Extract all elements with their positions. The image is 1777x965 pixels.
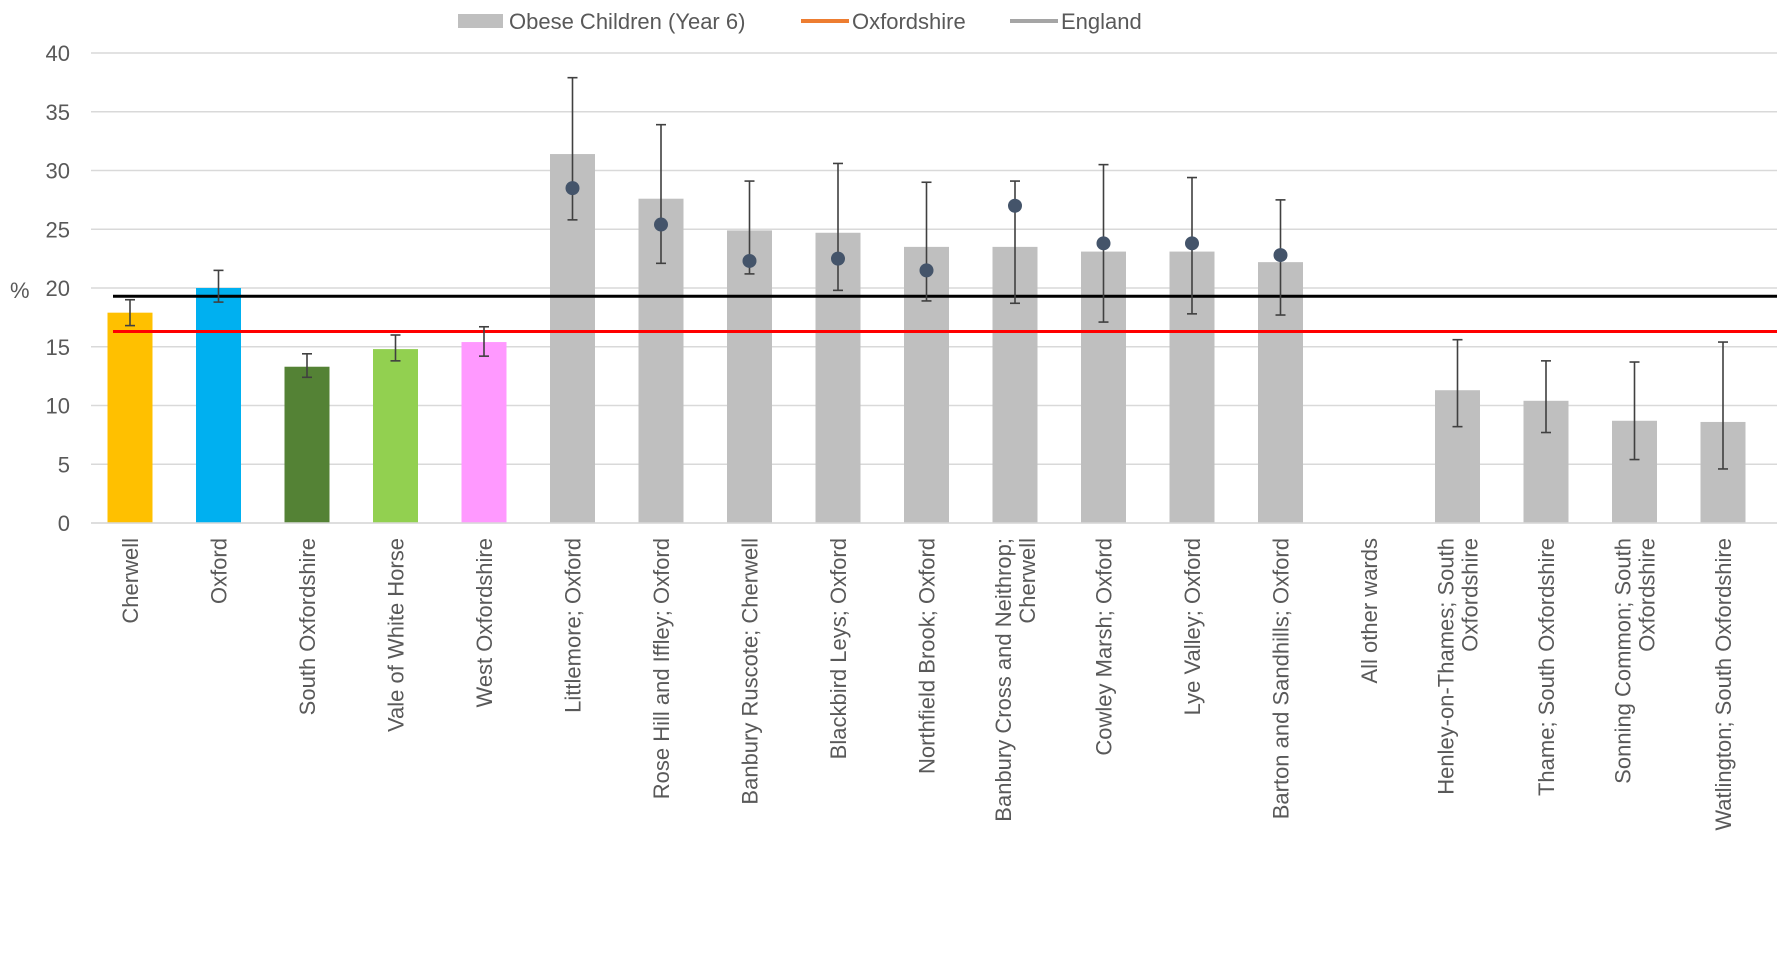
marker-point — [565, 181, 580, 196]
y-tick-label: 10 — [46, 394, 70, 419]
x-tick-label: Rose Hill and Iffley; Oxford — [649, 538, 674, 799]
x-tick-label: Watlington; South Oxfordshire — [1711, 538, 1736, 831]
reference-lines — [113, 294, 1777, 333]
bar — [373, 349, 418, 523]
bar — [107, 312, 153, 523]
y-tick-label: 25 — [46, 217, 70, 242]
marker-point — [1273, 248, 1288, 263]
x-tick-label: Sonning Common; SouthOxfordshire — [1611, 538, 1660, 784]
y-tick-label: 5 — [58, 452, 70, 477]
y-tick-label: 15 — [46, 335, 70, 360]
legend-label: England — [1061, 9, 1142, 34]
legend-label: Obese Children (Year 6) — [509, 9, 745, 34]
bar — [284, 366, 330, 523]
x-tick-label: Cowley Marsh; Oxford — [1092, 538, 1117, 756]
x-axis: Cherwell Oxford South Oxfordshire Vale of W… — [91, 522, 1777, 831]
y-tick-label: 20 — [46, 276, 70, 301]
y-tick-label: 35 — [46, 100, 70, 125]
x-tick-label: Banbury Ruscote; Cherwell — [738, 538, 763, 805]
x-tick-label: Barton and Sandhills; Oxford — [1269, 538, 1294, 819]
marker-point — [742, 253, 757, 268]
y-axis-label: % — [10, 278, 30, 303]
x-tick-label: Littlemore; Oxford — [561, 538, 586, 713]
x-tick-label: Northfield Brook; Oxford — [915, 538, 940, 774]
y-tick-label: 0 — [58, 511, 70, 536]
x-tick-label: All other wards — [1357, 538, 1382, 684]
x-tick-label: Lye Valley; Oxford — [1180, 538, 1205, 715]
y-tick-label: 40 — [46, 41, 70, 66]
marker-point — [831, 251, 845, 266]
marker-point — [1185, 236, 1199, 251]
marker-point — [1008, 198, 1022, 213]
legend-swatch — [458, 14, 503, 28]
marker-point — [1096, 236, 1111, 251]
bar — [196, 288, 241, 523]
x-tick-label: Vale of White Horse — [384, 538, 409, 732]
x-tick-label: Blackbird Leys; Oxford — [826, 538, 851, 759]
x-tick-label: South Oxfordshire — [295, 538, 320, 715]
y-axis: 0 5 10 15 20 25 30 35 40% — [10, 41, 70, 536]
legend-label: Oxfordshire — [852, 9, 966, 34]
x-tick-label: Thame; South Oxfordshire — [1534, 538, 1559, 796]
marker-point — [654, 217, 668, 232]
x-tick-label: Henley-on-Thames; SouthOxfordshire — [1434, 538, 1483, 795]
x-tick-label: Banbury Cross and Neithrop;Cherwell — [991, 538, 1040, 822]
bar — [727, 230, 772, 524]
x-tick-label: Cherwell — [118, 538, 143, 624]
x-tick-label: Oxford — [207, 538, 232, 604]
markers — [565, 181, 1288, 278]
y-tick-label: 30 — [46, 159, 70, 184]
chart-legend: Obese Children (Year 6) Oxfordshire Englan… — [458, 9, 1142, 34]
x-tick-label: West Oxfordshire — [472, 538, 497, 708]
bar — [461, 342, 507, 523]
marker-point — [919, 263, 934, 278]
